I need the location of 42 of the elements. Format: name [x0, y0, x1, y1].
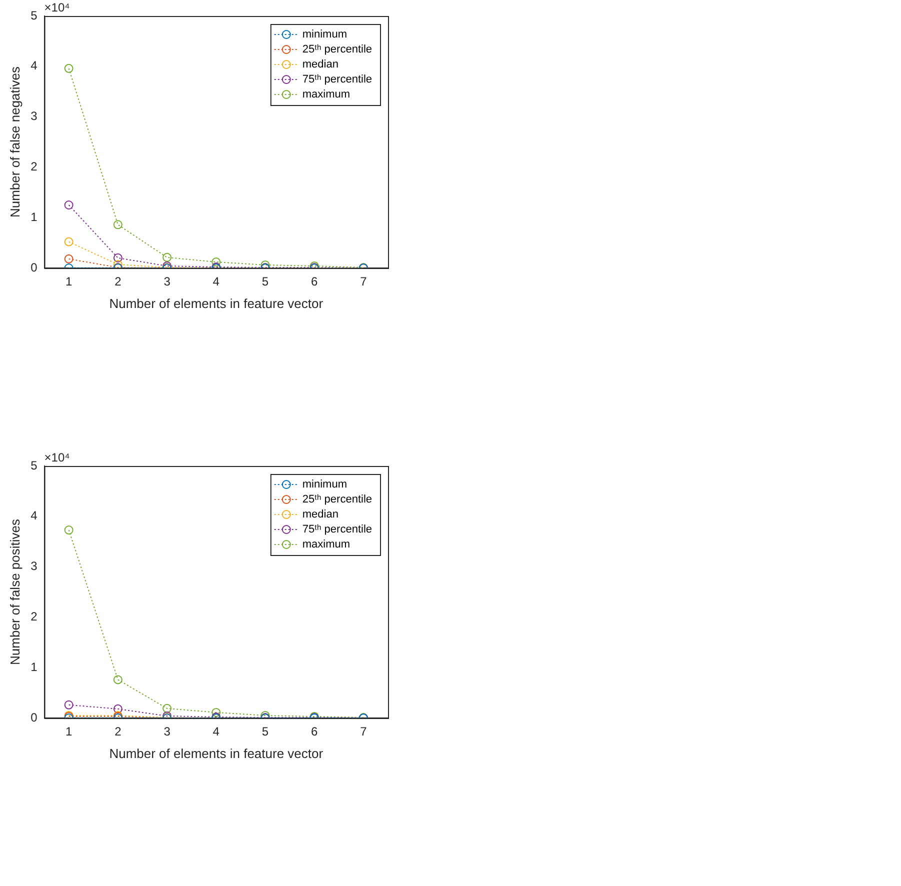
- x-axis-title: Number of elements in feature vector: [109, 296, 324, 311]
- x-tick-label: 2: [114, 274, 122, 289]
- y-tick-label: 3: [30, 559, 38, 574]
- legend-label: minimum: [302, 478, 348, 491]
- x-tick-label: 4: [212, 724, 220, 739]
- y-axis-title: Number of false negatives: [7, 66, 22, 218]
- legend-label: median: [302, 508, 338, 521]
- x-tick-label: 1: [65, 274, 72, 289]
- y-tick-label: 2: [30, 160, 38, 174]
- y-axis-title: Number of false positives: [7, 518, 22, 665]
- legend-label: minimum: [302, 28, 348, 41]
- x-tick-label: 6: [311, 724, 318, 739]
- x-axis-title: Number of elements in feature vector: [109, 746, 324, 761]
- x-tick-label: 7: [360, 274, 368, 289]
- text: ×10⁴: [44, 0, 70, 14]
- legend-label: maximum: [302, 538, 350, 551]
- legend-label: median: [302, 58, 338, 71]
- y-tick-label: 0: [30, 710, 38, 724]
- x-tick-label: 2: [114, 724, 122, 739]
- legend-label: maximum: [302, 88, 350, 101]
- y-tick-label: 1: [30, 660, 38, 674]
- x-tick-label: 1: [65, 724, 72, 739]
- y-tick-label: 4: [30, 58, 38, 73]
- x-tick-label: 3: [164, 724, 171, 739]
- y-tick-label: 2: [30, 610, 38, 624]
- y-tick-label: 0: [30, 260, 38, 274]
- x-tick-label: 3: [164, 274, 171, 289]
- legend-label: 25ᵗʰ percentile: [302, 44, 372, 56]
- x-tick-label: 7: [360, 724, 368, 739]
- y-tick-label: 5: [30, 8, 38, 22]
- legend-label: 75ᵗʰ percentile: [302, 524, 372, 536]
- x-tick-label: 5: [262, 274, 269, 289]
- y-tick-label: 1: [30, 210, 38, 224]
- text: ×10⁴: [44, 450, 70, 464]
- x-tick-label: 5: [262, 724, 269, 739]
- x-tick-label: 4: [212, 274, 220, 289]
- y-tick-label: 4: [30, 508, 38, 523]
- y-tick-label: 3: [30, 109, 38, 124]
- legend-label: 25ᵗʰ percentile: [302, 494, 372, 506]
- x-tick-label: 6: [311, 274, 318, 289]
- y-tick-label: 5: [30, 458, 38, 472]
- legend-label: 75ᵗʰ percentile: [302, 74, 372, 86]
